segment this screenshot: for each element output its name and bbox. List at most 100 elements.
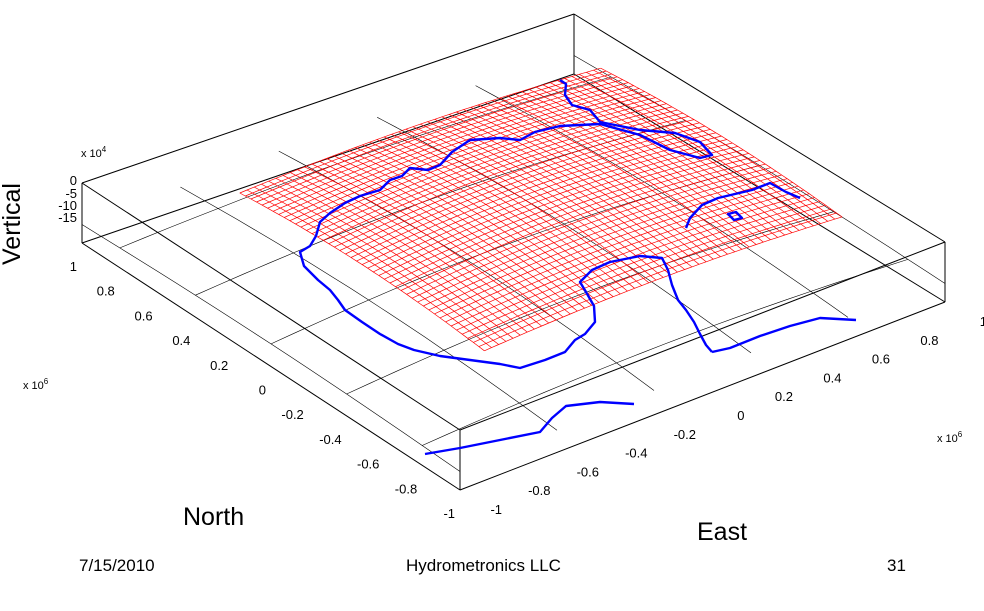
- mesh-line-x: [571, 76, 814, 227]
- box-edge: [459, 301, 946, 491]
- footer-date: 7/15/2010: [79, 556, 155, 575]
- mesh-line-y: [395, 156, 755, 288]
- mesh-line-y: [356, 132, 716, 262]
- x-tick-label: 1: [980, 314, 984, 329]
- floor-parallel: [346, 211, 834, 395]
- mesh-line-y: [411, 167, 771, 299]
- y-tick-label: -0.4: [319, 432, 341, 447]
- coastline-segment: [684, 181, 801, 229]
- axis-multipliers: x 104 x 106 x 106: [23, 145, 963, 445]
- mesh-line-x: [557, 80, 800, 231]
- mesh-line-y: [467, 204, 826, 339]
- x-tick-label: -1: [490, 502, 502, 517]
- mesh-line-y: [345, 125, 705, 255]
- mesh-line-y: [306, 103, 667, 231]
- mesh-line-y: [423, 174, 782, 307]
- y-tick-label: 0: [259, 383, 266, 398]
- mesh-line-y: [245, 70, 607, 197]
- floor-meridian: [475, 85, 849, 318]
- x-tick-label: 0.4: [823, 370, 841, 385]
- floor-meridian: [573, 55, 946, 284]
- mesh-line-y: [311, 106, 673, 235]
- y-tick-label: 0.8: [97, 284, 115, 299]
- mesh-line-y: [373, 142, 733, 273]
- mesh-line-y: [350, 129, 711, 258]
- footer-company: Hydrometronics LLC: [406, 556, 561, 575]
- mesh-line-y: [339, 122, 700, 251]
- axis-multiplier: x 106: [23, 377, 49, 392]
- coastline-segment: [424, 400, 635, 456]
- x-tick-label: -0.4: [625, 446, 647, 461]
- coastline: [298, 79, 857, 456]
- floor-meridian: [180, 186, 558, 431]
- axis-multiplier: x 106: [937, 430, 963, 445]
- surface-mesh: [239, 67, 843, 352]
- x-axis-label: East: [697, 518, 748, 546]
- mesh-line-x: [535, 86, 778, 238]
- floor-parallel: [422, 259, 908, 446]
- axis-multiplier: x 104: [81, 145, 107, 160]
- box-edge: [81, 13, 575, 184]
- mesh-line-y: [462, 201, 821, 335]
- x-tick-label: 0.6: [872, 352, 890, 367]
- mesh-line-y: [400, 160, 760, 291]
- y-tick-label: 1: [70, 259, 77, 274]
- z-tick-label: -10: [58, 198, 77, 213]
- y-tick-label: 0.6: [135, 308, 153, 323]
- mesh-line-y: [256, 76, 618, 203]
- y-tick-label: -0.6: [357, 457, 379, 472]
- floor-meridian: [278, 150, 655, 391]
- z-axis-label: Vertical: [0, 183, 26, 265]
- z-tick-label: 0: [70, 173, 77, 188]
- mesh-line-y: [250, 73, 612, 200]
- y-tick-label: -0.8: [395, 481, 417, 496]
- coastline-segment: [726, 210, 744, 222]
- plot-box: [81, 13, 946, 491]
- mesh-line-y: [434, 182, 793, 315]
- mesh-line-y: [367, 139, 727, 269]
- box-edge: [573, 13, 946, 243]
- x-tick-label: -0.8: [528, 483, 550, 498]
- mesh-line-y: [361, 135, 722, 265]
- x-tick-label: 0: [737, 408, 744, 423]
- y-tick-label: 0.4: [172, 333, 190, 348]
- y-tick-label: 0.2: [210, 358, 228, 373]
- x-tick-label: -0.2: [674, 427, 696, 442]
- mesh-line-y: [417, 170, 777, 303]
- mesh-line-y: [439, 185, 799, 319]
- z-tick-label: -15: [58, 210, 77, 225]
- mesh-line-y: [261, 79, 623, 206]
- z-tick-label: -5: [65, 186, 77, 201]
- floor-meridian: [81, 224, 461, 472]
- mesh-line-y: [389, 153, 749, 284]
- mesh-line-y: [272, 85, 634, 212]
- x-tick-label: -0.6: [577, 464, 599, 479]
- y-axis-label: North: [183, 503, 245, 531]
- tick-labels: 0-5-10-1510.80.60.40.20-0.2-0.4-0.6-0.8-…: [58, 173, 984, 521]
- box-edge: [81, 182, 461, 431]
- y-tick-label: -1: [443, 506, 455, 521]
- mesh-line-y: [406, 163, 766, 295]
- mesh-line-y: [428, 178, 788, 311]
- box-edge: [81, 242, 461, 491]
- y-tick-label: -0.2: [281, 407, 303, 422]
- x-tick-label: 0.8: [920, 333, 938, 348]
- mesh-line-y: [378, 146, 738, 276]
- mesh-line-y: [239, 67, 601, 194]
- coastline-segment: [298, 79, 714, 370]
- coastline-segment: [711, 316, 857, 354]
- mesh-line-y: [456, 197, 815, 331]
- box-edge: [81, 73, 575, 244]
- mesh-line-y: [323, 112, 684, 241]
- mesh-line-y: [384, 149, 744, 280]
- mesh-line-y: [450, 193, 810, 327]
- mesh-line-y: [334, 119, 695, 248]
- mesh-line-y: [473, 208, 832, 343]
- mesh-line-y: [278, 88, 640, 215]
- mesh-line-y: [484, 216, 843, 352]
- mesh-line-y: [300, 100, 662, 228]
- mesh-line-y: [478, 212, 837, 347]
- footer-page-number: 31: [887, 556, 906, 575]
- x-tick-label: 0.2: [775, 389, 793, 404]
